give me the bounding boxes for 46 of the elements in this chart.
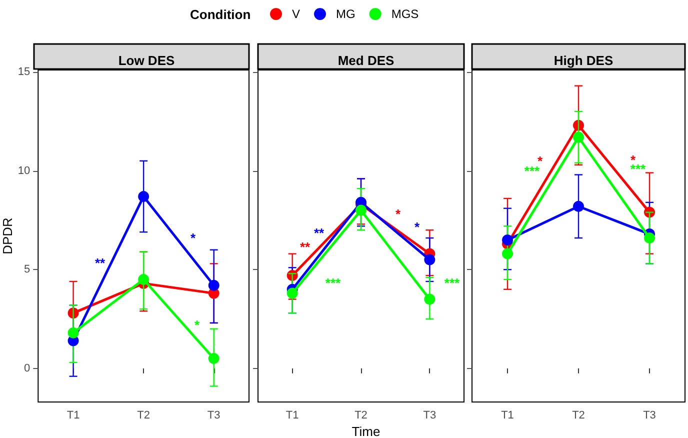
y-tick-label: 10	[18, 164, 30, 177]
legend-label: MG	[336, 7, 356, 21]
point	[286, 288, 298, 299]
legend-label: V	[292, 7, 300, 21]
annotation: **	[300, 240, 311, 254]
x-tick-label: T1	[66, 410, 80, 422]
x-tick-label: T2	[354, 410, 368, 422]
legend-title: Condition	[190, 7, 251, 22]
point	[208, 353, 220, 364]
point	[502, 234, 513, 246]
annotation: ***	[325, 276, 342, 290]
annotation: ***	[524, 164, 541, 178]
point	[573, 200, 584, 212]
y-axis-title: DPDR	[0, 218, 15, 254]
x-tick-label: T3	[423, 410, 436, 422]
point	[138, 274, 150, 285]
y-tick-label: 15	[18, 66, 30, 78]
chart-title: Med DES	[338, 53, 394, 68]
annotation: *	[414, 220, 420, 234]
x-tick-label: T2	[137, 410, 150, 422]
point	[502, 248, 513, 260]
annotation: **	[94, 256, 106, 270]
chart-title: Low DES	[118, 53, 175, 68]
x-tick-label: T1	[501, 410, 514, 422]
annotation: *	[194, 318, 200, 332]
point	[356, 204, 366, 216]
x-tick-label: T1	[286, 410, 299, 422]
x-tick-label: T3	[207, 410, 220, 422]
point	[644, 232, 655, 244]
annotation: ***	[444, 276, 461, 290]
point	[138, 190, 150, 202]
x-axis-title: Time	[352, 424, 380, 438]
x-tick-label: T2	[572, 410, 585, 422]
point	[424, 254, 436, 266]
point	[424, 294, 436, 305]
point	[68, 327, 79, 338]
annotation: *	[190, 230, 196, 246]
x-tick-label: T3	[643, 410, 656, 422]
point	[573, 132, 584, 143]
annotation: *	[395, 206, 402, 222]
point	[208, 280, 220, 291]
legend-label: MGS	[391, 7, 419, 21]
y-tick-label: 5	[24, 264, 30, 276]
chart-title: High DES	[554, 53, 614, 68]
annotation: **	[314, 226, 325, 240]
y-tick-label: 0	[24, 362, 30, 374]
